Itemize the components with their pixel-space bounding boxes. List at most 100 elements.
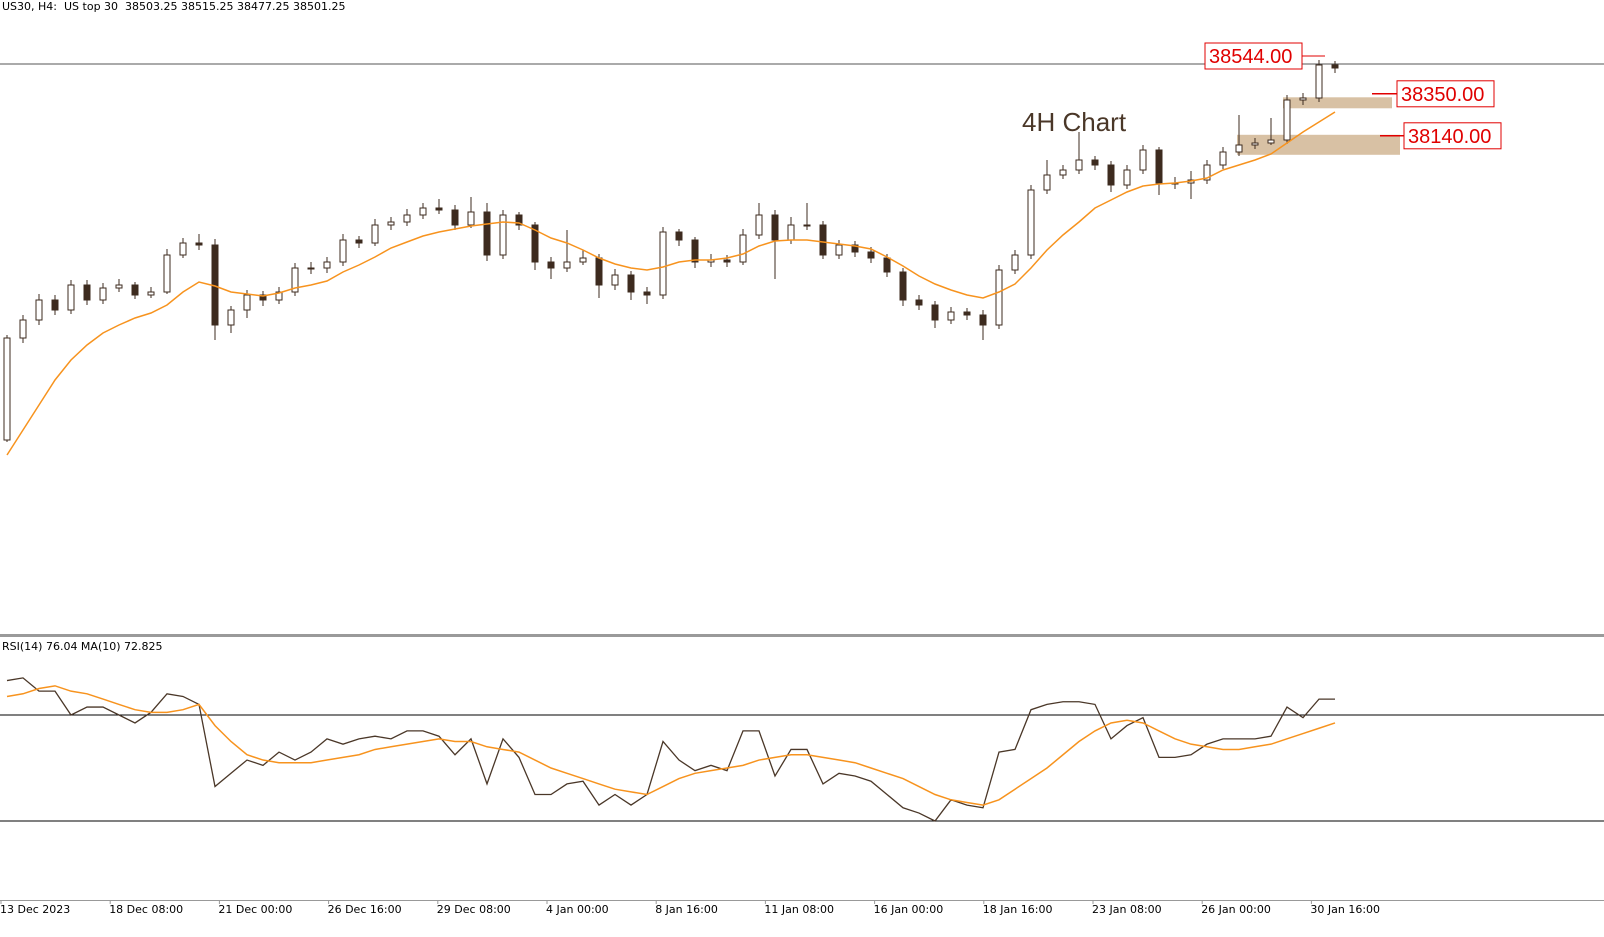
time-label: 21 Dec 00:00 <box>218 903 292 916</box>
candle-body <box>563 261 571 269</box>
candle-body <box>947 311 955 321</box>
candle-body <box>451 209 459 226</box>
candle-body <box>1299 97 1307 101</box>
time-label: 26 Jan 00:00 <box>1201 903 1271 916</box>
candle-body <box>643 291 651 296</box>
candle-body <box>307 267 315 270</box>
level-label: 38140.00 <box>1408 126 1491 148</box>
candle-body <box>547 261 555 269</box>
candle-body <box>659 231 667 296</box>
level-label: 38544.00 <box>1209 46 1292 68</box>
zone <box>1283 97 1392 109</box>
candle-body <box>435 207 443 211</box>
candle-body <box>1203 164 1211 181</box>
candle-body <box>723 259 731 263</box>
candle-body <box>963 311 971 316</box>
candle-body <box>1123 169 1131 186</box>
candle-body <box>995 269 1003 326</box>
candle-body <box>867 251 875 259</box>
candle-body <box>163 254 171 293</box>
candle-body <box>899 271 907 301</box>
candle-body <box>1219 151 1227 166</box>
time-label: 26 Dec 16:00 <box>328 903 402 916</box>
moving-average <box>6 111 1336 456</box>
candle-body <box>787 224 795 241</box>
candle-body <box>3 337 11 441</box>
candle-body <box>371 224 379 244</box>
time-label: 4 Jan 00:00 <box>546 903 609 916</box>
candle-body <box>1107 164 1115 186</box>
candle-body <box>83 284 91 301</box>
candle-body <box>835 244 843 256</box>
candle-body <box>1267 139 1275 144</box>
candle-body <box>755 214 763 236</box>
candle-body <box>403 214 411 223</box>
time-label: 13 Dec 2023 <box>0 903 70 916</box>
candle-body <box>579 257 587 263</box>
candle-body <box>243 294 251 311</box>
candle-body <box>675 231 683 241</box>
candle-body <box>275 291 283 301</box>
candle-body <box>227 309 235 326</box>
candle-body <box>323 261 331 269</box>
candle-body <box>531 224 539 263</box>
candle-body <box>179 242 187 256</box>
candle-body <box>1027 189 1035 256</box>
candle-body <box>195 242 203 246</box>
level-label-box <box>1396 80 1495 108</box>
candle-body <box>595 257 603 286</box>
time-label: 18 Jan 16:00 <box>983 903 1053 916</box>
candle-body <box>355 239 363 244</box>
candle-body <box>915 299 923 306</box>
candle-body <box>99 287 107 301</box>
candle-body <box>1139 149 1147 171</box>
candle-body <box>627 274 635 293</box>
candle-body <box>1283 99 1291 141</box>
level-label-box <box>1204 42 1303 70</box>
candle-body <box>851 244 859 253</box>
candle-body <box>883 257 891 273</box>
time-label: 16 Jan 00:00 <box>874 903 944 916</box>
candle-body <box>35 299 43 321</box>
rsi-header: RSI(14) 76.04 MA(10) 72.825 <box>2 640 163 653</box>
candle-body <box>691 239 699 263</box>
time-label: 30 Jan 16:00 <box>1310 903 1380 916</box>
annotation: 4H Chart <box>1022 107 1127 137</box>
level-label: 38350.00 <box>1401 84 1484 106</box>
candle-body <box>67 284 75 311</box>
time-label: 11 Jan 08:00 <box>764 903 834 916</box>
time-label: 23 Jan 08:00 <box>1092 903 1162 916</box>
candle-body <box>131 284 139 296</box>
candle-body <box>1251 142 1259 146</box>
candle-body <box>819 224 827 256</box>
chart-header: US30, H4: US top 30 38503.25 38515.25 38… <box>2 0 345 13</box>
candle-body <box>291 267 299 293</box>
candle-body <box>1059 169 1067 176</box>
candle-body <box>1315 64 1323 99</box>
candle-body <box>771 214 779 241</box>
time-label: 18 Dec 08:00 <box>109 903 183 916</box>
candle-body <box>259 294 267 301</box>
level-label-box <box>1403 122 1502 150</box>
candle-body <box>339 239 347 263</box>
time-label: 8 Jan 16:00 <box>655 903 718 916</box>
rsi-line <box>6 677 1335 822</box>
candle-body <box>1235 144 1243 153</box>
candle-body <box>467 211 475 226</box>
candle-body <box>419 207 427 216</box>
candle-body <box>115 284 123 289</box>
candle-body <box>19 319 27 339</box>
zone <box>1237 134 1400 155</box>
candle-body <box>931 304 939 321</box>
candle-body <box>1075 159 1083 171</box>
rsi-ma-line <box>6 685 1336 806</box>
candle-body <box>515 214 523 226</box>
candle-body <box>739 234 747 263</box>
candle-body <box>1011 254 1019 271</box>
candle-body <box>51 299 59 311</box>
time-label: 29 Dec 08:00 <box>437 903 511 916</box>
candle-body <box>1091 159 1099 166</box>
candle-body <box>1043 174 1051 191</box>
candle-body <box>611 274 619 286</box>
